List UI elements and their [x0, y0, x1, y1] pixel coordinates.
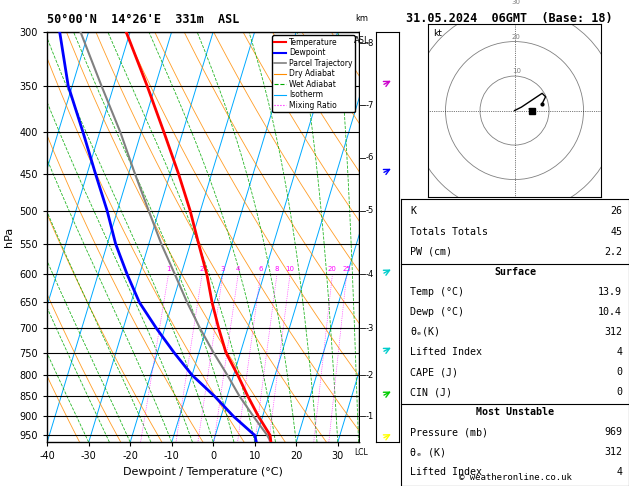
Text: 10.4: 10.4 [598, 307, 622, 317]
Text: 13.9: 13.9 [598, 287, 622, 297]
Text: 0: 0 [616, 387, 622, 397]
Text: Dewp (°C): Dewp (°C) [410, 307, 464, 317]
Text: Surface: Surface [494, 267, 536, 277]
Text: -1: -1 [365, 412, 374, 421]
Text: 6: 6 [259, 266, 263, 272]
Text: 8: 8 [275, 266, 279, 272]
Text: -5: -5 [365, 206, 374, 215]
Text: 969: 969 [604, 427, 622, 437]
Text: -8: -8 [365, 38, 374, 48]
Text: 20: 20 [512, 34, 521, 40]
Text: Totals Totals: Totals Totals [410, 226, 488, 237]
Text: 45: 45 [610, 226, 622, 237]
Text: km: km [355, 15, 368, 23]
Text: Most Unstable: Most Unstable [476, 407, 554, 417]
Text: kt: kt [433, 30, 442, 38]
Text: 50°00'N  14°26'E  331m  ASL: 50°00'N 14°26'E 331m ASL [47, 13, 240, 26]
Text: © weatheronline.co.uk: © weatheronline.co.uk [459, 473, 572, 482]
Text: K: K [410, 207, 416, 216]
Text: 4: 4 [616, 468, 622, 477]
Text: 10: 10 [512, 69, 521, 74]
X-axis label: Dewpoint / Temperature (°C): Dewpoint / Temperature (°C) [123, 467, 283, 477]
Text: 2.2: 2.2 [604, 246, 622, 257]
Text: Mixing Ratio (g/kg): Mixing Ratio (g/kg) [362, 194, 370, 280]
Text: -7: -7 [365, 101, 374, 109]
Text: 312: 312 [604, 447, 622, 457]
Text: 1: 1 [166, 266, 170, 272]
Text: θₑ(K): θₑ(K) [410, 327, 440, 337]
Text: 20: 20 [328, 266, 337, 272]
Y-axis label: hPa: hPa [4, 227, 14, 247]
Text: LCL: LCL [355, 449, 368, 457]
Text: CIN (J): CIN (J) [410, 387, 452, 397]
Text: 4: 4 [616, 347, 622, 357]
Text: -4: -4 [365, 270, 374, 279]
Text: 26: 26 [610, 207, 622, 216]
Text: -3: -3 [365, 324, 374, 333]
Text: 0: 0 [616, 367, 622, 377]
Text: 312: 312 [604, 327, 622, 337]
Text: 31.05.2024  06GMT  (Base: 18): 31.05.2024 06GMT (Base: 18) [406, 12, 612, 25]
Text: Temp (°C): Temp (°C) [410, 287, 464, 297]
Text: 30: 30 [512, 0, 521, 5]
Text: Lifted Index: Lifted Index [410, 468, 482, 477]
Text: Lifted Index: Lifted Index [410, 347, 482, 357]
Text: 4: 4 [236, 266, 240, 272]
Text: 25: 25 [342, 266, 351, 272]
Text: 2: 2 [200, 266, 204, 272]
Text: -6: -6 [365, 153, 374, 162]
Text: Pressure (mb): Pressure (mb) [410, 427, 488, 437]
Text: ASL: ASL [353, 35, 369, 45]
Text: CAPE (J): CAPE (J) [410, 367, 459, 377]
Text: PW (cm): PW (cm) [410, 246, 452, 257]
Text: 10: 10 [286, 266, 294, 272]
Text: θₑ (K): θₑ (K) [410, 447, 447, 457]
Text: 3: 3 [221, 266, 225, 272]
Legend: Temperature, Dewpoint, Parcel Trajectory, Dry Adiabat, Wet Adiabat, Isotherm, Mi: Temperature, Dewpoint, Parcel Trajectory… [272, 35, 355, 112]
Text: -2: -2 [365, 371, 374, 380]
